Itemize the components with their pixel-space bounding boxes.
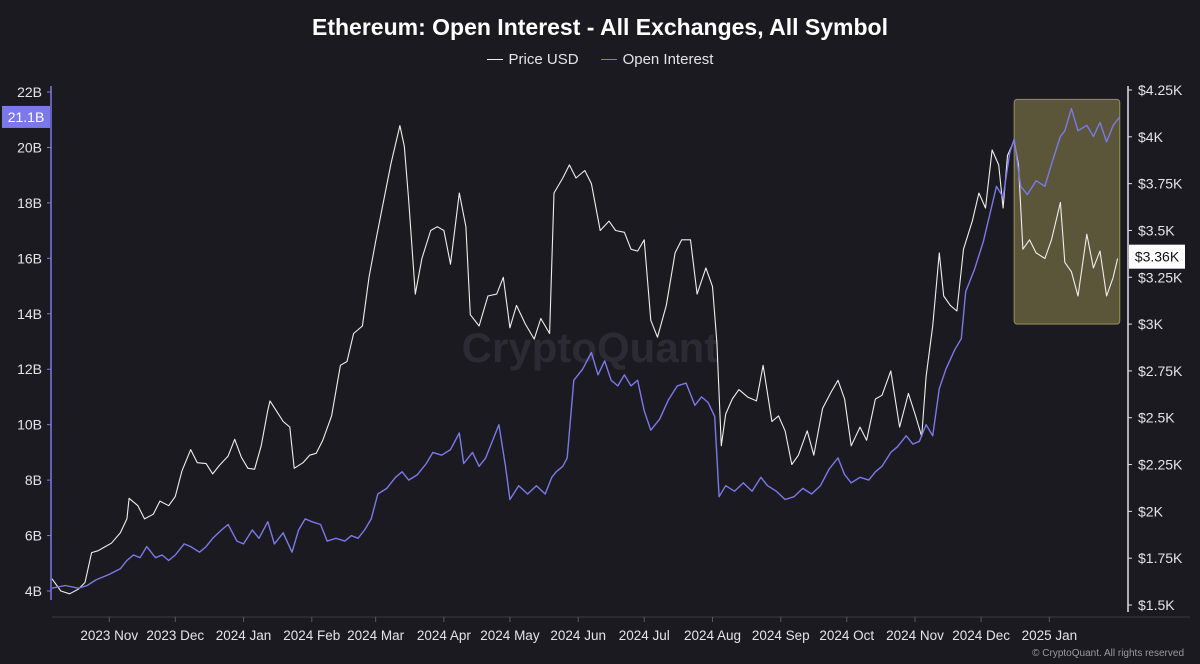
right-tick-label: $1.75K bbox=[1138, 550, 1183, 566]
legend-swatch-price bbox=[486, 59, 503, 60]
series-line-open-interest bbox=[51, 107, 1121, 589]
right-tick-label: $3.75K bbox=[1138, 176, 1183, 192]
legend-label-price: Price USD bbox=[508, 51, 579, 68]
x-tick-label: 2024 Nov bbox=[886, 628, 944, 643]
right-tick-label: $2K bbox=[1138, 503, 1164, 519]
left-tick-label: 10B bbox=[17, 417, 42, 433]
legend-item-open-interest[interactable]: Open Interest bbox=[600, 51, 714, 68]
left-tick-label: 12B bbox=[17, 361, 42, 377]
left-tick-label: 22B bbox=[17, 84, 42, 100]
right-current-value-label: $3.36K bbox=[1135, 249, 1180, 265]
legend-item-price[interactable]: Price USD bbox=[486, 51, 579, 68]
series-line-price bbox=[51, 125, 1119, 595]
legend-swatch-open-interest bbox=[600, 59, 617, 60]
x-tick-label: 2024 Jul bbox=[619, 628, 670, 643]
right-tick-label: $3K bbox=[1138, 316, 1164, 332]
legend: Price USD Open Interest bbox=[0, 51, 1200, 68]
left-tick-label: 20B bbox=[17, 139, 42, 155]
x-tick-label: 2024 Mar bbox=[347, 628, 405, 643]
x-tick-label: 2024 Jun bbox=[550, 628, 606, 643]
x-tick-label: 2024 Jan bbox=[216, 628, 272, 643]
right-tick-label: $1.5K bbox=[1138, 597, 1175, 613]
left-tick-label: 18B bbox=[17, 195, 42, 211]
right-tick-label: $2.25K bbox=[1138, 457, 1183, 473]
right-tick-label: $4.25K bbox=[1138, 82, 1183, 98]
right-tick-label: $3.25K bbox=[1138, 269, 1183, 285]
left-current-value-marker bbox=[2, 105, 50, 128]
right-tick-label: $3.5K bbox=[1138, 222, 1175, 238]
x-tick-label: 2025 Jan bbox=[1022, 628, 1078, 643]
x-tick-label: 2024 Oct bbox=[819, 628, 874, 643]
x-tick-label: 2024 Aug bbox=[684, 628, 741, 643]
copyright-footer: © CryptoQuant. All rights reserved bbox=[1032, 648, 1184, 659]
series-layer bbox=[51, 107, 1121, 595]
watermark: CryptoQuant bbox=[462, 324, 719, 371]
left-tick-label: 6B bbox=[25, 528, 42, 544]
left-current-value-label: 21.1B bbox=[8, 109, 45, 125]
x-tick-label: 2024 Sep bbox=[752, 628, 810, 643]
left-tick-label: 16B bbox=[17, 250, 42, 266]
left-tick-label: 8B bbox=[25, 472, 42, 488]
x-tick-label: 2024 Apr bbox=[417, 628, 472, 643]
axis-layer: 4B 6B 8B 10B 12B 14B 16B 18B 20B 22B $1.5K $1.75K $2… bbox=[2, 82, 1190, 643]
chart-title: Ethereum: Open Interest - All Exchanges,… bbox=[312, 14, 888, 40]
right-current-value-marker bbox=[1129, 244, 1185, 269]
right-tick-label: $2.5K bbox=[1138, 410, 1175, 426]
right-tick-label: $2.75K bbox=[1138, 363, 1183, 379]
x-tick-label: 2023 Dec bbox=[146, 628, 204, 643]
x-tick-label: 2024 Feb bbox=[283, 628, 340, 643]
left-tick-label: 4B bbox=[25, 583, 42, 599]
x-tick-label: 2024 Dec bbox=[952, 628, 1010, 643]
legend-label-open-interest: Open Interest bbox=[622, 51, 714, 68]
right-tick-label: $4K bbox=[1138, 129, 1164, 145]
left-tick-label: 14B bbox=[17, 306, 42, 322]
x-tick-label: 2024 May bbox=[480, 628, 540, 643]
x-tick-label: 2023 Nov bbox=[80, 628, 138, 643]
